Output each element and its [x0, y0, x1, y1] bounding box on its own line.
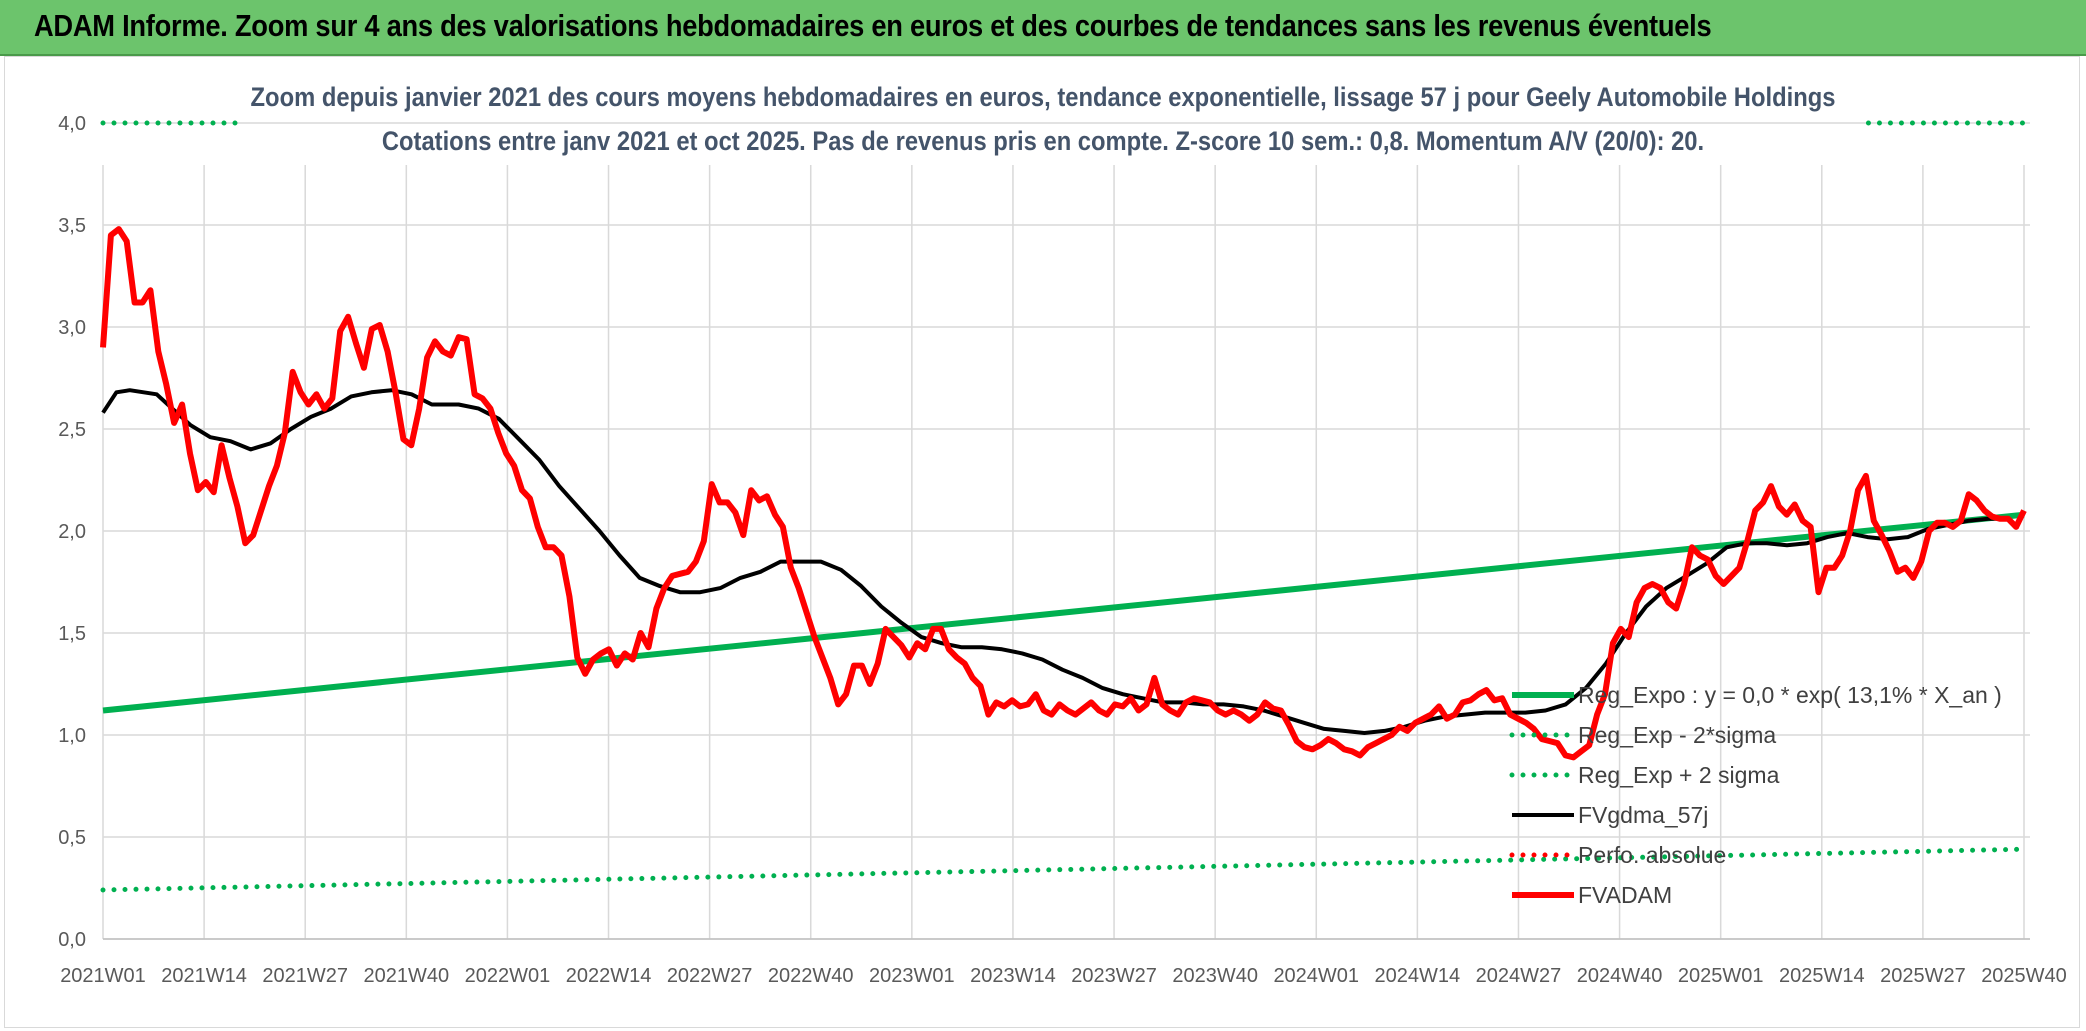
- x-tick-label: 2025W01: [1678, 965, 1764, 987]
- y-tick-label: 2,0: [58, 521, 86, 543]
- chart-title: Zoom depuis janvier 2021 des cours moyen…: [250, 82, 1836, 112]
- x-axis: 2021W01 2021W14 2021W27 2021W40 2022W01 2022W…: [60, 965, 2067, 987]
- series-layer: [100, 120, 2027, 893]
- x-tick-label: 2021W01: [60, 965, 146, 987]
- y-tick-label: 0,0: [58, 929, 86, 951]
- x-tick-label: 2024W40: [1577, 965, 1663, 987]
- x-tick-label: 2021W14: [161, 965, 247, 987]
- x-tick-label: 2023W27: [1071, 965, 1157, 987]
- x-tick-label: 2021W27: [262, 965, 348, 987]
- series-line-6: [100, 226, 2027, 761]
- x-tick-label: 2022W40: [768, 965, 854, 987]
- x-tick-label: 2023W01: [869, 965, 955, 987]
- x-tick-label: 2022W01: [465, 965, 551, 987]
- y-tick-label: 1,0: [58, 725, 86, 747]
- chart-subtitle: Cotations entre janv 2021 et oct 2025. P…: [381, 126, 1705, 156]
- report-banner: ADAM Informe. Zoom sur 4 ans des valoris…: [0, 0, 2086, 56]
- y-axis: 0,0 0,5 1,0 1,5 2,0 2,5 3,0 3,5 4,0: [58, 113, 86, 951]
- y-tick-label: 4,0: [58, 113, 86, 135]
- legend-label: FVADAM: [1578, 882, 1672, 908]
- chart-legend: Reg_Expo : y = 0,0 * exp( 13,1% * X_an )…: [1509, 682, 2002, 908]
- x-tick-label: 2022W27: [667, 965, 753, 987]
- report-title: ADAM Informe. Zoom sur 4 ans des valoris…: [34, 8, 1712, 43]
- x-tick-label: 2024W27: [1476, 965, 1562, 987]
- y-tick-label: 3,0: [58, 317, 86, 339]
- series-line-2: [100, 846, 2027, 893]
- y-tick-label: 3,5: [58, 215, 86, 237]
- legend-label: Reg_Exp + 2 sigma: [1578, 762, 1780, 788]
- x-tick-label: 2025W27: [1880, 965, 1966, 987]
- chart-grid: [102, 122, 2030, 940]
- x-tick-label: 2025W14: [1779, 965, 1865, 987]
- x-tick-label: 2024W01: [1273, 965, 1359, 987]
- legend-label: Reg_Exp - 2*sigma: [1578, 722, 1776, 748]
- series-line-4: [101, 388, 2009, 735]
- x-tick-label: 2023W40: [1172, 965, 1258, 987]
- x-tick-label: 2024W14: [1375, 965, 1461, 987]
- series-line-1: [102, 511, 2025, 714]
- x-tick-label: 2021W40: [364, 965, 450, 987]
- y-tick-label: 1,5: [58, 623, 86, 645]
- legend-label: Reg_Expo : y = 0,0 * exp( 13,1% * X_an ): [1578, 682, 2002, 708]
- x-tick-label: 2023W14: [970, 965, 1056, 987]
- x-tick-label: 2025W40: [1981, 965, 2067, 987]
- x-tick-label: 2022W14: [566, 965, 652, 987]
- y-tick-label: 0,5: [58, 827, 86, 849]
- legend-label: FVgdma_57j: [1578, 802, 1708, 828]
- y-tick-label: 2,5: [58, 419, 86, 441]
- legend-label: Perfo. absolue: [1578, 842, 1726, 868]
- chart-frame: [4, 56, 2080, 1028]
